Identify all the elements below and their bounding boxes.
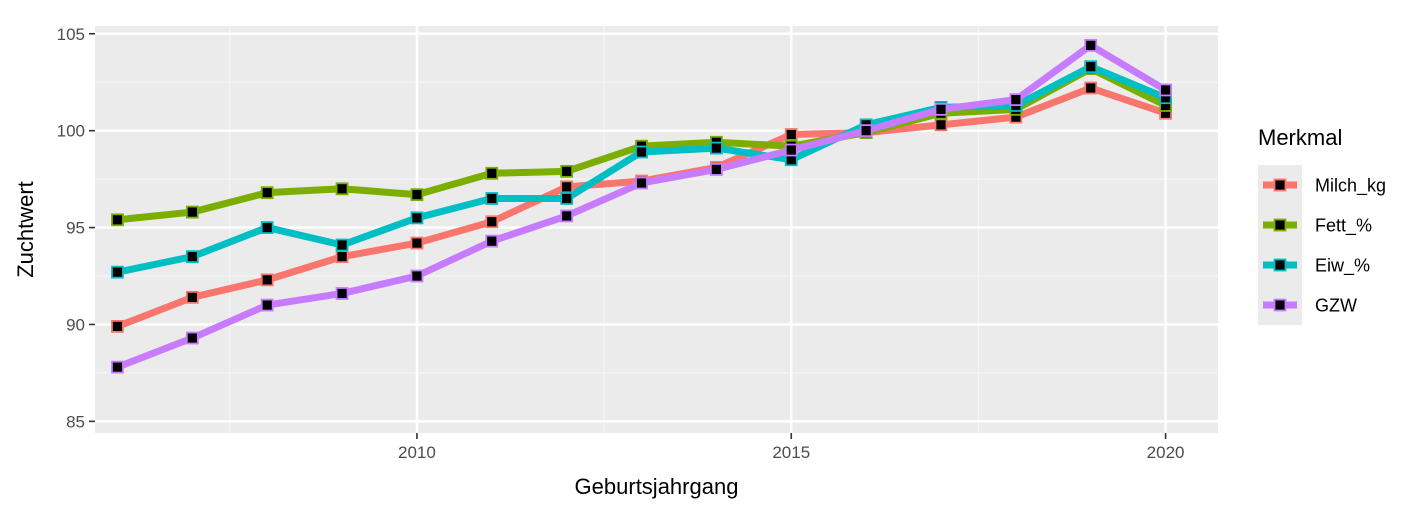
legend-label: Fett_%: [1315, 216, 1372, 237]
data-point-GZW: [859, 124, 873, 138]
data-point-Milch_kg: [410, 236, 424, 250]
data-point-Milch_kg: [111, 320, 124, 333]
y-tick-label: 100: [57, 122, 85, 141]
x-axis-title: Geburtsjahrgang: [575, 474, 739, 499]
legend-key-point: [1273, 298, 1287, 312]
data-point-Fett_%: [335, 182, 349, 196]
data-point-GZW: [410, 269, 424, 283]
data-point-Fett_%: [111, 213, 124, 227]
data-point-Eiw_%: [1084, 60, 1098, 74]
data-point-Eiw_%: [410, 211, 424, 225]
legend-label: Eiw_%: [1315, 256, 1370, 277]
data-point-GZW: [260, 298, 274, 312]
data-point-Milch_kg: [335, 250, 349, 264]
data-point-Eiw_%: [335, 238, 349, 252]
data-point-Fett_%: [185, 205, 199, 219]
data-point-Eiw_%: [560, 192, 574, 205]
data-point-GZW: [635, 176, 648, 190]
major-gridlines: [95, 26, 1218, 433]
data-point-GZW: [709, 163, 723, 176]
data-point-Eiw_%: [111, 265, 124, 279]
legend: Merkmal Milch_kg Fett_% Eiw_% GZW: [1258, 125, 1386, 325]
data-point-Fett_%: [260, 186, 274, 200]
data-point-GZW: [1084, 38, 1098, 52]
x-tick-label: 2015: [772, 443, 810, 462]
data-point-GZW: [185, 331, 199, 345]
data-point-GZW: [485, 234, 499, 248]
y-tick-label: 95: [66, 219, 85, 238]
y-tick-label: 105: [57, 25, 85, 44]
tick-labels: 2010 2015 2020 85 90 95 100 105: [57, 25, 1185, 462]
y-tick-label: 90: [66, 315, 85, 334]
legend-key-point: [1273, 258, 1287, 272]
data-point-Milch_kg: [560, 180, 574, 194]
data-point-Milch_kg: [185, 290, 199, 304]
legend-label: GZW: [1315, 296, 1357, 316]
y-tick-label: 85: [66, 412, 85, 431]
x-tick-label: 2010: [398, 443, 436, 462]
data-point-Milch_kg: [260, 273, 274, 287]
data-point-Eiw_%: [185, 250, 199, 264]
x-tick-label: 2020: [1147, 443, 1185, 462]
data-point-Milch_kg: [485, 215, 499, 229]
data-point-Fett_%: [410, 188, 424, 202]
data-point-GZW: [1159, 83, 1172, 97]
series-points: [111, 38, 1172, 374]
data-point-Milch_kg: [784, 128, 798, 141]
data-point-Milch_kg: [1084, 81, 1098, 95]
data-point-Eiw_%: [260, 221, 274, 234]
data-point-GZW: [335, 287, 349, 300]
data-point-GZW: [934, 102, 948, 116]
data-point-Eiw_%: [485, 192, 499, 205]
legend-key-point: [1273, 218, 1287, 232]
legend-label: Milch_kg: [1315, 176, 1386, 197]
legend-title: Merkmal: [1258, 125, 1342, 150]
legend-key-point: [1273, 178, 1287, 192]
data-point-GZW: [560, 209, 574, 223]
axis-ticks: [89, 32, 1167, 439]
data-point-GZW: [784, 143, 798, 157]
data-point-GZW: [1009, 93, 1023, 107]
data-point-Fett_%: [560, 164, 574, 178]
data-point-Eiw_%: [709, 141, 723, 155]
data-point-GZW: [111, 360, 124, 374]
data-point-Eiw_%: [635, 145, 648, 159]
data-point-Milch_kg: [934, 118, 948, 132]
y-axis-title: Zuchtwert: [13, 181, 38, 278]
data-point-Fett_%: [485, 166, 499, 180]
